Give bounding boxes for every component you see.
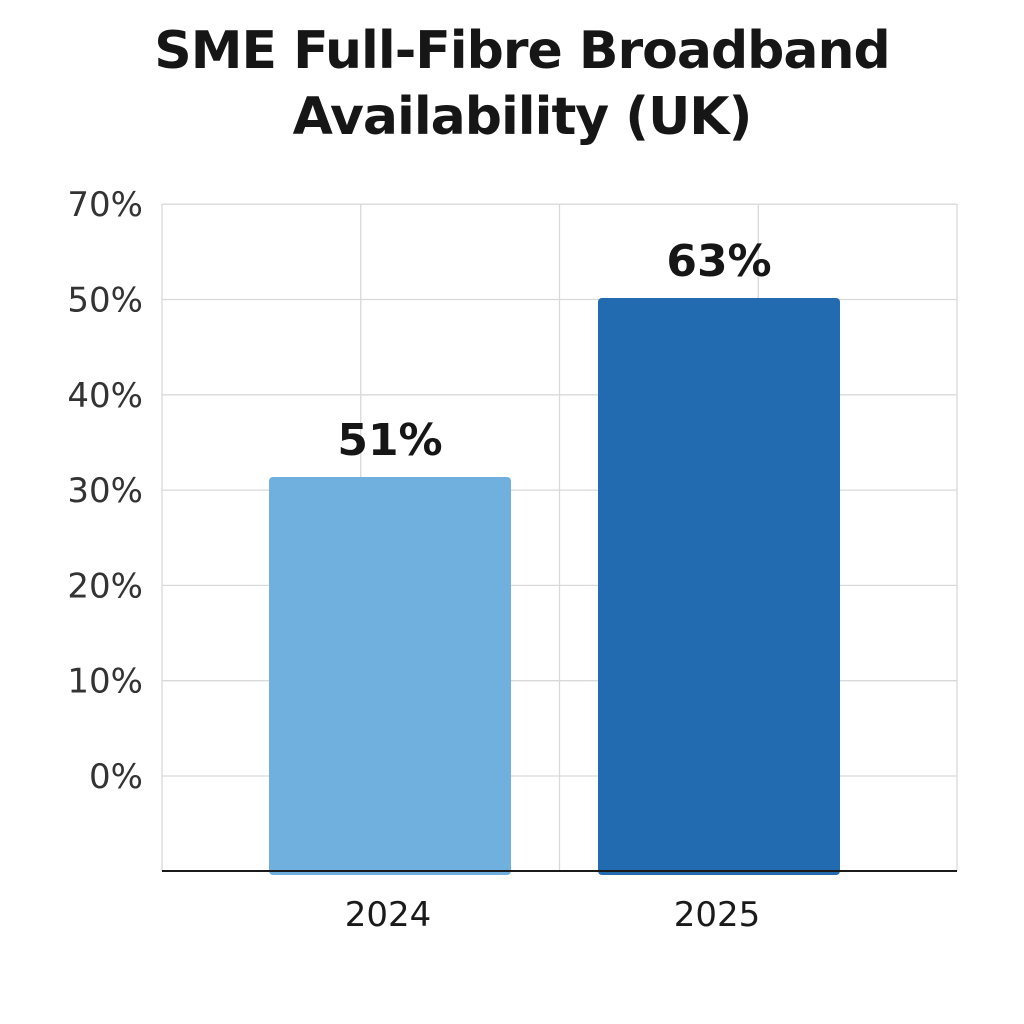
y-tick-label: 10% [67, 662, 143, 702]
x-tick-label-2025: 2025 [674, 895, 761, 935]
bar-2024 [269, 477, 511, 875]
bar-2025 [598, 298, 840, 875]
x-tick-label-2024: 2024 [345, 895, 432, 935]
y-tick-label: 40% [67, 376, 143, 416]
y-tick-label: 50% [67, 281, 143, 321]
y-tick-label: 20% [67, 566, 143, 606]
y-tick-label: 30% [67, 471, 143, 511]
data-label-2024: 51% [337, 415, 442, 466]
y-tick-label: 0% [89, 757, 143, 797]
y-tick-label: 70% [67, 185, 143, 225]
chart-title: SME Full-Fibre Broadband Availability (U… [154, 21, 890, 147]
data-label-2025: 63% [666, 236, 771, 287]
